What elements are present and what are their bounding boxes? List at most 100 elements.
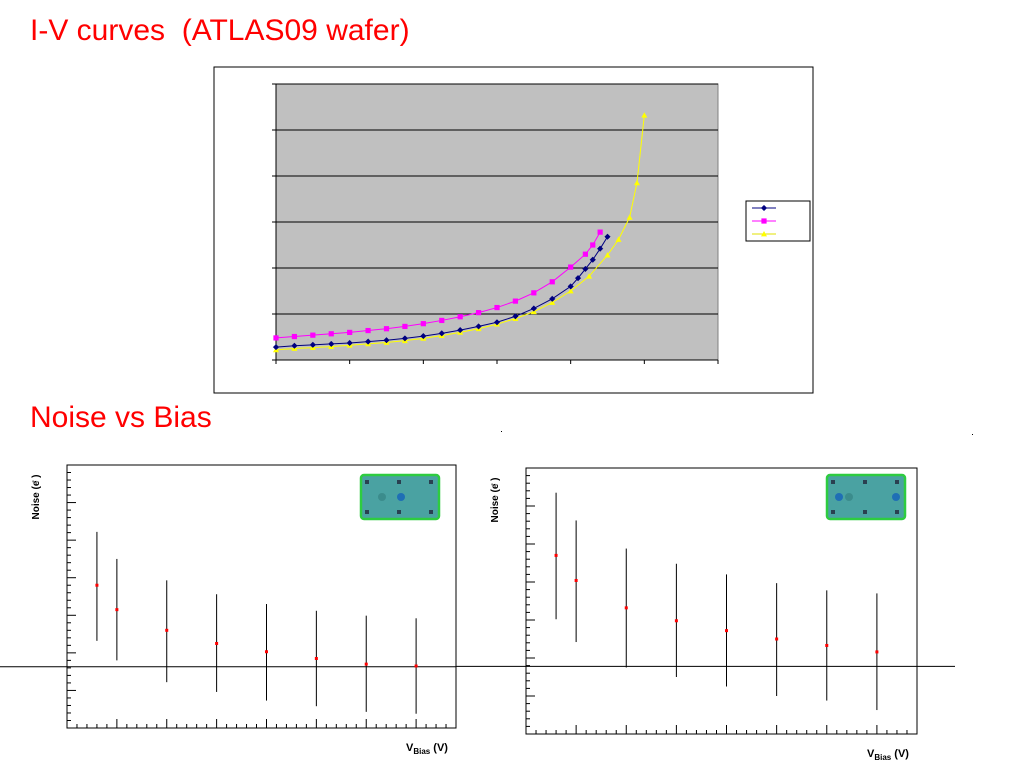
noise-2e-chart: Noise (e )- VBias (V) [456,467,955,762]
iv-point-fbk1 [549,295,556,302]
iv-point-fbk2 [402,323,408,330]
iv-point-fbk1 [493,319,501,326]
iv-chart [213,66,814,394]
noise-2e-x-axis-label-unit: (V) [891,748,909,760]
noise-2e-sensor-dot [892,493,900,501]
noise-2e-x-axis-label: VBias (V) [867,748,909,762]
iv-point-fbk2 [568,264,574,270]
noise-2e-sensor-dot [835,493,843,501]
stray-dot [972,434,973,435]
iv-point-fbk1 [604,233,611,240]
iv-point-fbk2 [512,298,519,304]
iv-legend-marker-fbk2 [761,218,767,224]
noise-1e-sensor-pad [429,480,433,484]
noise-2e-data-point [775,637,779,641]
noise-1e-data-point [364,662,368,666]
iv-point-fbk2 [590,242,596,248]
iv-point-fbk1 [346,339,353,347]
iv-point-fbk1 [589,256,596,263]
noise-2e-sensor-icon [825,473,907,521]
iv-legend-marker-fbk1 [760,204,768,212]
iv-point-fbk2 [531,290,537,296]
noise-1e-sensor-pad [365,480,369,484]
noise-2e-sensor-pad [863,510,867,514]
iv-point-fbk1 [401,335,409,342]
noise-1e-data-point [414,664,418,668]
noise-2e-sensor-body [825,473,907,521]
iv-point-fbk1 [512,313,519,320]
noise-2e-y-axis-label-text: Noise (e ) [490,477,501,522]
iv-line-fbk2 [275,231,601,339]
iv-point-fbk2 [273,335,279,341]
iv-point-fbk1 [567,283,574,290]
iv-point-fbk1 [420,332,427,340]
noise-1e-x-axis-label-sub: Bias [413,747,430,756]
iv-point-fbk2 [457,314,463,320]
noise-1e-y-axis-label-text: Noise (e ) [31,474,42,519]
noise-1e-data-point [95,583,99,587]
iv-point-fbk1 [574,274,582,282]
noise-1e-data-point [264,650,268,654]
noise-2e-y-axis-label-sup: - [489,482,496,485]
noise-1e-x-axis-label-unit: (V) [430,742,448,754]
iv-point-fbk3 [641,112,648,118]
iv-point-fbk2 [582,251,588,257]
iv-point-fbk1 [383,337,390,344]
noise-2e-sensor-dot [845,493,853,501]
noise-2e-data-point [725,629,729,633]
iv-line-fbk1 [275,236,608,348]
iv-point-fbk1 [364,338,372,345]
noise-2e-sensor-pad [895,480,899,484]
iv-point-fbk1 [582,265,589,273]
iv-point-fbk2 [597,229,603,235]
noise-2e-x-axis-label-main: V [867,748,875,760]
noise-2e-data-point [674,619,678,623]
noise-2e-data-point [554,553,558,557]
iv-legend-marker-fbk3 [761,231,767,237]
noise-1e-y-axis-label-sup: - [30,479,37,482]
noise-1e-x-axis-label: VBias (V) [406,742,448,756]
iv-point-fbk1 [328,340,335,348]
iv-point-fbk1 [272,343,280,351]
iv-point-fbk3 [615,236,622,242]
noise-2e-data-point [574,578,578,582]
noise-1e-data-point [115,608,119,612]
iv-point-fbk1 [596,245,604,252]
iv-point-fbk2 [365,327,371,334]
noise-1e-chart: Noise (e )- VBias (V) [0,464,457,756]
noise-1e-sensor-dot [378,493,386,501]
iv-point-fbk3 [626,214,633,220]
noise-1e-sensor-pad [397,480,401,484]
noise-2e-y-axis-label: Noise (e )- [489,477,501,522]
noise-1e-sensor-icon [359,473,441,521]
noise-1e-sensor-pad [397,510,401,514]
noise-1e-sensor-pad [365,510,369,514]
iv-point-fbk1 [530,305,537,312]
noise-2e-x-axis-label-sub: Bias [874,753,891,762]
iv-point-fbk2 [494,304,500,311]
iv-point-fbk3 [549,299,556,305]
noise-2e-data-point [875,650,879,654]
iv-point-fbk1 [309,341,316,348]
iv-point-fbk3 [633,179,640,186]
noise-2e-sensor-pad [831,510,835,514]
noise-2e-sensor-pad [895,510,899,514]
noise-vs-bias-heading: Noise vs Bias [30,401,212,434]
noise-1e-data-point [314,656,318,660]
iv-point-fbk2 [328,331,334,337]
noise-2e-data-point [624,606,628,610]
noise-2e-sensor-pad [831,480,835,484]
noise-1e-x-axis-label-main: V [406,742,414,754]
iv-point-fbk2 [291,333,298,340]
iv-point-fbk2 [347,329,353,335]
noise-1e-data-point [215,641,219,645]
stray-dot [501,431,502,432]
iv-point-fbk2 [310,332,316,338]
iv-point-fbk1 [457,326,464,334]
noise-1e-sensor-dot [397,493,405,501]
iv-point-fbk2 [420,321,426,327]
iv-point-fbk1 [291,342,298,349]
noise-1e-sensor-pad [429,510,433,514]
iv-curves-heading: I-V curves (ATLAS09 wafer) [30,14,410,47]
